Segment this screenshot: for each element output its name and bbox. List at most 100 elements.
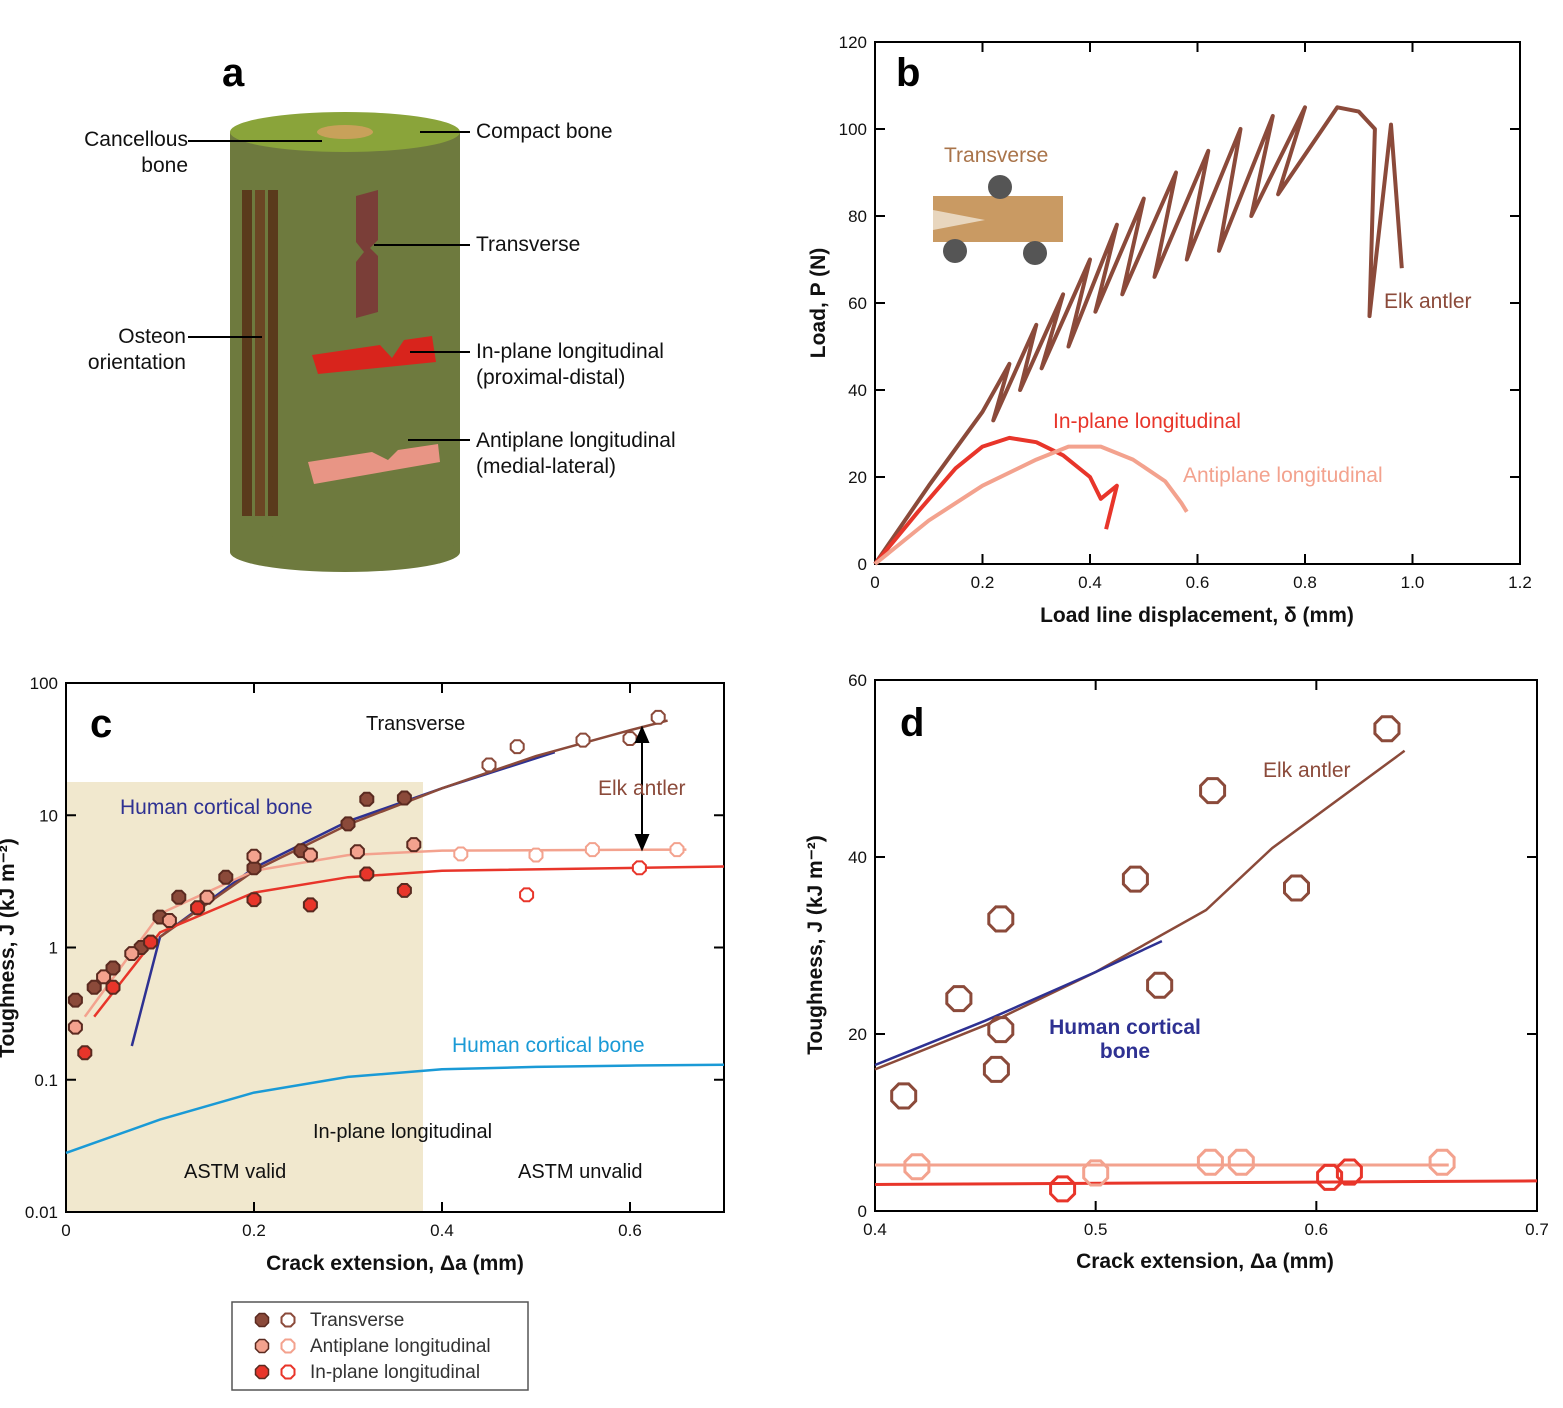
point-transverse [1199, 777, 1227, 805]
x-tick-label: 0.4 [1078, 573, 1102, 592]
point-transverse [1373, 715, 1401, 743]
point-transverse [246, 860, 262, 876]
legend-marker-open-in-plane-longitudinal [280, 1364, 296, 1380]
panel-a-leaders [188, 131, 470, 441]
panel-c: c 0 0.2 0.4 0.6 0.01 0.1 1 10 100 Transverse Elk… [0, 674, 725, 1275]
y-tick-label: 40 [848, 848, 867, 867]
series-line-in-plane-longitudinal [873, 435, 1119, 566]
point-antiplane-longitudinal [349, 844, 365, 860]
y-tick-label: 0 [858, 555, 867, 574]
point-transverse [105, 960, 121, 976]
label-astm-valid: ASTM valid [184, 1161, 286, 1183]
point-transverse [509, 739, 525, 755]
point-transverse [987, 1016, 1015, 1044]
x-tick-label: 0.4 [430, 1221, 454, 1240]
label-transverse: Transverse [476, 233, 580, 256]
point-in-plane-longitudinal [396, 883, 412, 898]
label-c-transverse: Transverse [366, 713, 465, 735]
point-antiplane-longitudinal [1196, 1148, 1224, 1176]
panel-d-ticks: 0.4 0.5 0.6 0.7 0 20 40 60 [848, 671, 1549, 1239]
point-in-plane-longitudinal [1335, 1158, 1363, 1186]
point-in-plane-longitudinal [519, 887, 535, 903]
label-inplane-1: In-plane longitudinal [476, 340, 664, 363]
elk-arrow [634, 725, 650, 852]
panel-d-series [874, 715, 1538, 1203]
point-transverse [396, 790, 412, 806]
cancellous-core [317, 125, 373, 139]
label-b-inplane: In-plane longitudinal [1053, 410, 1241, 433]
panel-b-ticks: 0 0.2 0.4 0.6 0.8 1.0 1.2 0 20 40 60 80 100 120 [839, 33, 1532, 592]
panel-d-frame [874, 679, 1538, 1212]
point-antiplane-longitudinal [96, 969, 112, 985]
label-osteon-2: orientation [88, 351, 186, 374]
inset-roller-left [943, 239, 967, 263]
point-transverse [481, 757, 497, 773]
panel-a-letter: a [222, 51, 245, 95]
series-line-elk-antler [873, 105, 1404, 566]
point-transverse [650, 709, 666, 725]
legend-marker-open-transverse [280, 1312, 296, 1328]
panel-d-letter: d [900, 701, 924, 745]
label-osteon-1: Osteon [118, 325, 186, 348]
y-tick-label: 60 [848, 671, 867, 690]
x-tick-label: 0 [870, 573, 879, 592]
legend-marker-open-antiplane-longitudinal [280, 1338, 296, 1354]
point-in-plane-longitudinal [190, 900, 206, 916]
y-tick-label: 20 [848, 468, 867, 487]
legend-item-transverse: Transverse [310, 1310, 404, 1331]
point-transverse [340, 816, 356, 832]
label-d-human-1: Human cortical [1049, 1016, 1201, 1039]
point-transverse [359, 791, 375, 807]
point-in-plane-longitudinal [359, 866, 375, 882]
point-in-plane-longitudinal [631, 860, 647, 876]
point-transverse [1121, 865, 1149, 893]
point-antiplane-longitudinal [669, 842, 685, 858]
antiplane-specimen [308, 444, 440, 484]
point-in-plane-longitudinal [246, 892, 262, 908]
panel-d-xlabel: Crack extension, Δa (mm) [1076, 1250, 1334, 1273]
point-antiplane-longitudinal [903, 1153, 931, 1181]
label-b-antiplane: Antiplane longitudinal [1183, 464, 1383, 487]
panel-b-ylabel: Load, P (N) [807, 248, 830, 358]
inset-notch [933, 210, 985, 230]
x-tick-label: 0.6 [1305, 1220, 1329, 1239]
point-antiplane-longitudinal [161, 913, 177, 928]
transverse-specimen [356, 190, 378, 318]
panel-c-ticks: 0 0.2 0.4 0.6 0.01 0.1 1 10 100 [25, 674, 724, 1240]
point-antiplane-longitudinal [528, 847, 544, 863]
point-antiplane-longitudinal [584, 842, 600, 858]
x-tick-label: 0.7 [1525, 1220, 1549, 1239]
panel-b: b 0 0.2 0.4 0.6 0.8 1.0 1.2 0 20 40 60 80 100 120 Tra… [807, 33, 1532, 627]
inset-label: Transverse [944, 144, 1048, 167]
y-tick-label: 0.1 [34, 1071, 58, 1090]
inset-roller-top [988, 175, 1012, 199]
panel-c-letter: c [90, 702, 112, 746]
point-transverse [67, 992, 83, 1008]
label-c-inplane: In-plane longitudinal [313, 1121, 492, 1143]
panel-b-letter: b [896, 51, 920, 95]
point-transverse [1283, 874, 1310, 902]
label-cancellous-2: bone [141, 154, 188, 177]
legend: Transverse Antiplane longitudinal In-pla… [231, 1301, 529, 1391]
inset-roller-right [1023, 241, 1047, 265]
point-antiplane-longitudinal [406, 837, 422, 853]
y-tick-label: 120 [839, 33, 867, 52]
inplane-specimen [312, 336, 436, 374]
panel-b-xlabel: Load line displacement, δ (mm) [1040, 604, 1354, 627]
label-antiplane-2: (medial-lateral) [476, 455, 616, 478]
osteon-rod [268, 190, 278, 516]
point-antiplane-longitudinal [199, 889, 215, 905]
point-antiplane-longitudinal [1227, 1148, 1255, 1176]
label-compact-bone: Compact bone [476, 120, 613, 143]
y-tick-label: 40 [848, 381, 867, 400]
legend-marker-filled-in-plane-longitudinal [254, 1364, 270, 1380]
point-transverse [982, 1055, 1010, 1083]
series-line-human-cortical-bone-4 [65, 1063, 725, 1155]
point-transverse [1146, 971, 1174, 999]
point-in-plane-longitudinal [77, 1045, 93, 1061]
x-tick-label: 0 [61, 1221, 70, 1240]
label-cancellous-1: Cancellous [84, 128, 188, 151]
label-d-elk: Elk antler [1263, 759, 1351, 782]
point-antiplane-longitudinal [302, 847, 318, 863]
point-transverse [171, 889, 187, 905]
